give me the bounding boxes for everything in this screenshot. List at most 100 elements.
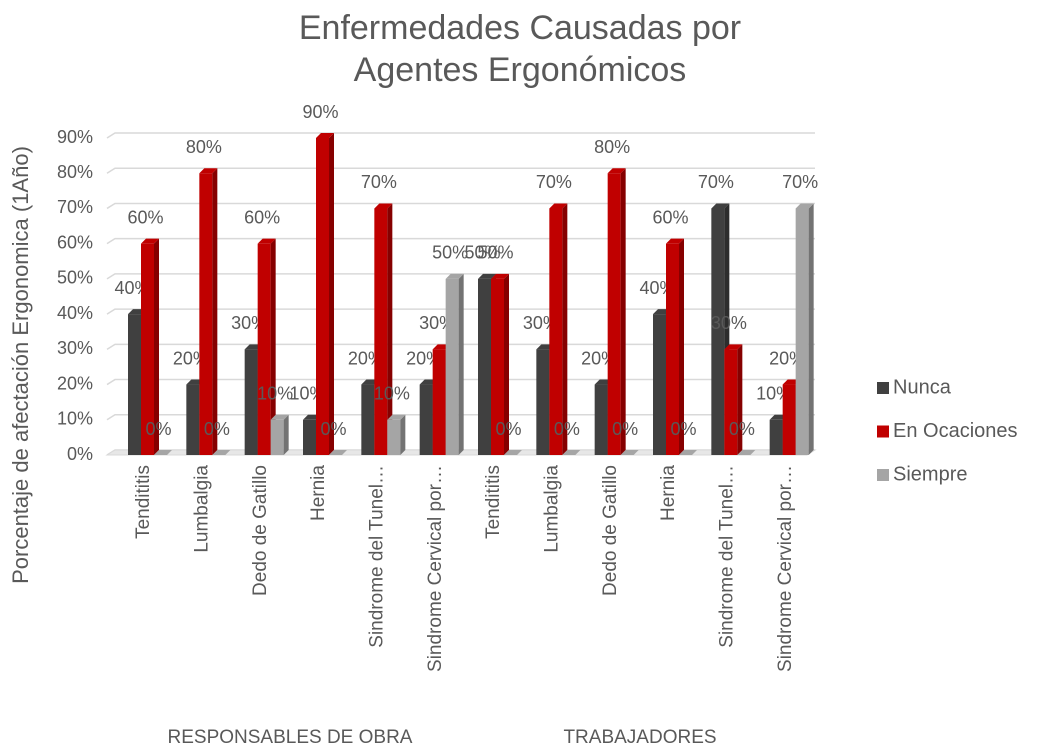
data-label: 50% [477,243,513,263]
bar-top [795,203,814,209]
bar [653,314,666,455]
bar-top [491,273,509,279]
bar [244,349,258,455]
y-tick-label: 80% [57,162,93,182]
bar [782,384,796,455]
y-tick-label: 50% [57,268,93,288]
group-label: RESPONSABLES DE OBRA [168,727,413,748]
bar [478,278,491,455]
grid-line [106,414,815,421]
x-tick-label: Sindrome Cervical por… [425,465,446,672]
bar-top [737,450,756,455]
x-tick-label: Sindrome del Tunel… [367,465,388,648]
x-tick-label: Sindrome Cervical por… [775,465,796,672]
bar-top [679,450,697,455]
data-label: 0% [729,419,755,439]
bar-top [549,203,568,209]
grid-line [106,202,815,210]
y-axis-label: Porcentaje de afectación Ergonomica (1Añ… [8,146,33,584]
bar [491,278,504,455]
data-label: 70% [782,172,818,192]
y-tick-label: 20% [57,373,93,393]
x-tick-label: Tendititis [133,465,154,539]
bar-side [504,273,509,455]
bar-side [679,238,684,455]
bar [316,138,329,455]
bar-top [270,414,289,420]
y-tick-label: 60% [57,232,93,252]
x-tick-label: Lumbalgia [542,465,563,553]
bar-side [154,238,159,455]
data-label: 90% [302,102,338,122]
legend-swatch [877,382,889,394]
bar-side [620,168,626,455]
bar-top [724,344,743,350]
x-tick-label: Tendititis [483,465,504,539]
bar [432,349,446,455]
y-tick-label: 70% [57,197,93,217]
legend-swatch [877,425,889,438]
data-label: 80% [186,137,222,157]
data-label: 0% [554,419,580,439]
data-label: 0% [204,419,230,439]
data-label: 70% [361,172,397,192]
bar-side [329,133,334,455]
y-tick-label: 10% [57,409,93,429]
y-tick-label: 90% [57,127,93,147]
data-label: 60% [652,207,688,227]
bar [607,173,621,455]
grid-line [106,237,815,245]
bar-side [400,414,406,455]
bar-top [562,450,581,455]
x-tick-label: Lumbalgia [192,465,213,553]
group-label: TRABAJADORES [563,727,716,748]
bar [445,278,459,455]
x-tick-label: Dedo de Gatillo [250,465,271,596]
y-tick-label: 30% [57,338,93,358]
data-label: 10% [374,384,410,404]
data-label: 0% [320,419,346,439]
bar-top [711,203,730,209]
bar-top [504,450,522,455]
grid-line [106,378,815,386]
bar-top [620,450,639,455]
bar [186,384,200,455]
x-tick-label: Hernia [308,465,329,521]
bar [724,349,738,455]
bar-side [212,168,218,455]
legend-label: Siempre [893,463,967,485]
x-tick-label: Dedo de Gatillo [600,465,621,596]
grid-line [106,308,815,315]
bar [536,349,550,455]
bar [549,208,563,455]
data-label: 0% [612,419,638,439]
bar-top [666,238,684,244]
bar-top [374,203,393,209]
data-label: 30% [711,313,747,333]
chart-title: Agentes Ergonómicos [354,51,687,89]
legend-label: Nunca [893,376,952,398]
bar-side [283,414,289,455]
bar [769,419,783,455]
data-label: 0% [670,419,696,439]
data-label: 0% [495,419,521,439]
x-tick-label: Hernia [658,465,679,521]
data-label: 10% [257,384,293,404]
grid-line [106,132,815,139]
bar-side [808,203,814,455]
data-label: 50% [464,243,500,263]
data-label: 70% [698,172,734,192]
grid-line [106,167,815,174]
bar [303,419,316,455]
bar [594,384,608,455]
bar [141,243,154,455]
legend-swatch [877,469,889,481]
bar [270,419,284,455]
bar-side [562,203,568,455]
bar-top [445,273,464,279]
bar [387,419,401,455]
bar [128,314,141,455]
bar-side [387,203,393,455]
y-tick-label: 0% [67,444,93,464]
bar-top [607,168,626,174]
